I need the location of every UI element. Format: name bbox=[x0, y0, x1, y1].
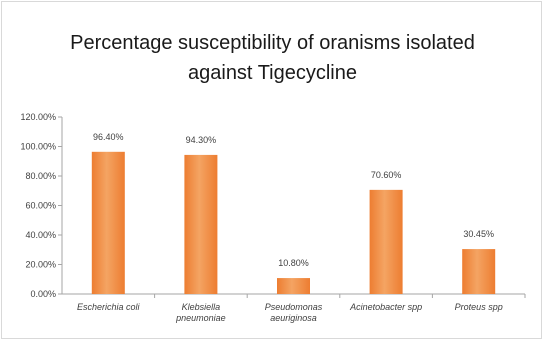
bar bbox=[462, 249, 496, 294]
data-label: 70.60% bbox=[371, 170, 402, 180]
axes bbox=[58, 116, 526, 298]
bar bbox=[369, 189, 403, 294]
y-tick-label: 40.00% bbox=[25, 230, 56, 240]
category-label: Klebsiella pneumoniae bbox=[175, 302, 226, 323]
category-label-line: Proteus spp bbox=[455, 302, 503, 312]
category-label-line: Pseudomonas bbox=[265, 302, 323, 312]
chart-title-line-2: against Tigecycline bbox=[188, 62, 357, 84]
data-label: 30.45% bbox=[463, 229, 494, 239]
y-tick-label: 80.00% bbox=[25, 171, 56, 181]
category-label-line: Klebsiella bbox=[182, 302, 221, 312]
y-tick-label: 60.00% bbox=[25, 201, 56, 211]
category-label-line: aeuriginosa bbox=[270, 313, 317, 323]
y-tick-label: 120.00% bbox=[20, 112, 56, 122]
y-tick-label: 100.00% bbox=[20, 142, 56, 152]
bar bbox=[184, 154, 218, 294]
category-label-line: Acinetobacter spp bbox=[349, 302, 422, 312]
chart-title: Percentage susceptibility of oranisms is… bbox=[0, 28, 545, 88]
bar bbox=[91, 151, 125, 294]
chart-title-line-1: Percentage susceptibility of oranisms is… bbox=[70, 32, 475, 54]
data-label: 94.30% bbox=[186, 135, 217, 145]
category-label-line: pneumoniae bbox=[175, 313, 226, 323]
y-tick-label: 20.00% bbox=[25, 260, 56, 270]
labels: 0.00% 20.00% 40.00% 60.00% 80.00% 100.00% 120.… bbox=[20, 112, 502, 323]
bar bbox=[277, 278, 310, 294]
data-label: 96.40% bbox=[93, 132, 124, 142]
y-tick-label: 0.00% bbox=[30, 289, 56, 299]
category-label: Pseudomonas aeuriginosa bbox=[265, 302, 323, 323]
category-label-line: Escherichia coli bbox=[77, 302, 141, 312]
category-label: Proteus spp bbox=[455, 302, 503, 312]
category-label: Escherichia coli bbox=[77, 302, 141, 312]
data-label: 10.80% bbox=[278, 258, 309, 268]
bars bbox=[91, 151, 496, 294]
category-label: Acinetobacter spp bbox=[349, 302, 422, 312]
